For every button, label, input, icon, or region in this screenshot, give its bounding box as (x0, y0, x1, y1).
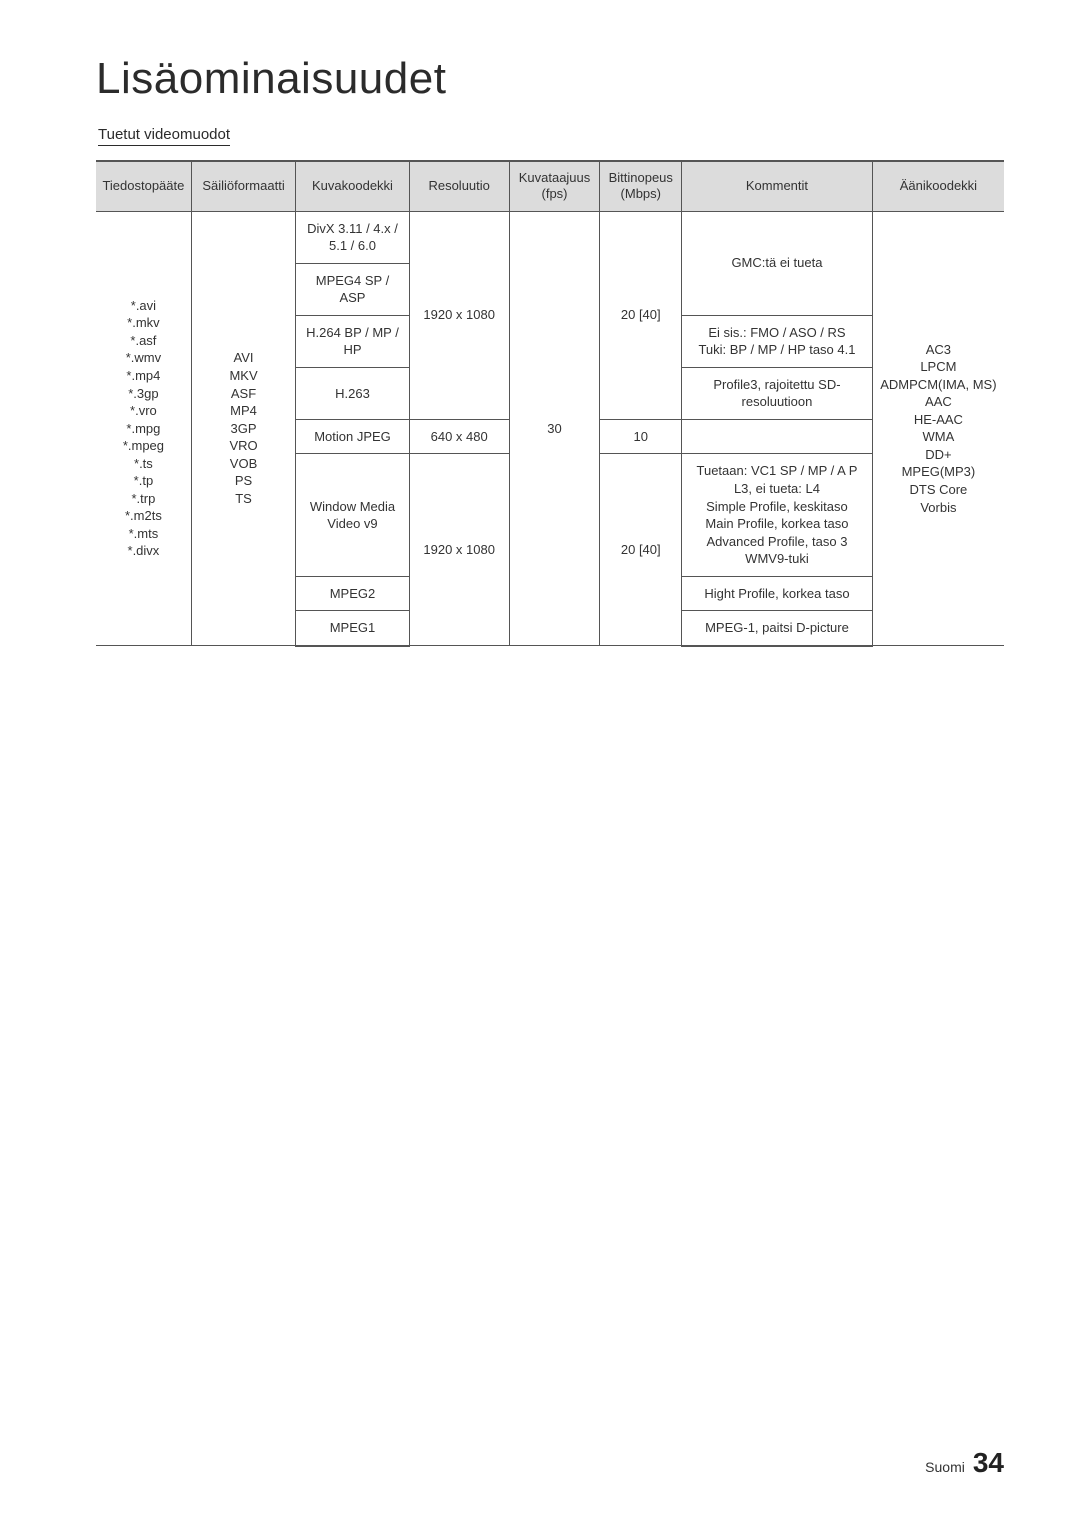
cell-vcodec-divx: DivX 3.11 / 4.x / 5.1 / 6.0 (296, 211, 410, 263)
cell-comment-mpeg2: Hight Profile, korkea taso (682, 576, 873, 611)
cell-ext-list: *.avi *.mkv *.asf *.wmv *.mp4 *.3gp *.vr… (96, 211, 191, 646)
cell-fps-30: 30 (509, 211, 600, 646)
video-format-table: Tiedostopääte Säiliöformaatti Kuvakoodek… (96, 160, 1004, 647)
cell-comment-wmv: Tuetaan: VC1 SP / MP / A P L3, ei tueta:… (682, 454, 873, 576)
page-title: Lisäominaisuudet (96, 54, 1004, 104)
cell-vcodec-wmv: Window Media Video v9 (296, 454, 410, 576)
table-header-row: Tiedostopääte Säiliöformaatti Kuvakoodek… (96, 161, 1004, 211)
cell-res-640: 640 x 480 (409, 419, 509, 454)
cell-res-1920: 1920 x 1080 (409, 211, 509, 419)
cell-vcodec-h263: H.263 (296, 367, 410, 419)
th-fps: Kuvataajuus (fps) (509, 161, 600, 211)
cell-comment-gmc: GMC:tä ei tueta (682, 211, 873, 315)
th-resolution: Resoluutio (409, 161, 509, 211)
table-row: *.avi *.mkv *.asf *.wmv *.mp4 *.3gp *.vr… (96, 211, 1004, 263)
cell-container-list: AVI MKV ASF MP4 3GP VRO VOB PS TS (191, 211, 295, 646)
footer-language: Suomi (925, 1459, 965, 1475)
th-bitrate: Bittinopeus (Mbps) (600, 161, 682, 211)
cell-comment-263: Profile3, rajoitettu SD-resoluutioon (682, 367, 873, 419)
sub-title: Tuetut videomuodot (98, 126, 230, 146)
cell-vcodec-mpeg4sp: MPEG4 SP / ASP (296, 263, 410, 315)
sub-title-wrap: Tuetut videomuodot (96, 126, 1004, 160)
th-vcodec: Kuvakoodekki (296, 161, 410, 211)
cell-vcodec-mjpeg: Motion JPEG (296, 419, 410, 454)
footer-page-number: 34 (973, 1447, 1004, 1479)
cell-comment-mpeg1: MPEG-1, paitsi D-picture (682, 611, 873, 646)
cell-acodec-list: AC3 LPCM ADMPCM(IMA, MS) AAC HE-AAC WMA … (872, 211, 1004, 646)
cell-vcodec-h264: H.264 BP / MP / HP (296, 315, 410, 367)
cell-bitrate-20b: 20 [40] (600, 454, 682, 646)
th-acodec: Äänikoodekki (872, 161, 1004, 211)
cell-bitrate-10: 10 (600, 419, 682, 454)
th-container: Säiliöformaatti (191, 161, 295, 211)
cell-res-1920b: 1920 x 1080 (409, 454, 509, 646)
cell-comment-264: Ei sis.: FMO / ASO / RS Tuki: BP / MP / … (682, 315, 873, 367)
page: Lisäominaisuudet Tuetut videomuodot Tied… (0, 0, 1080, 647)
cell-bitrate-20a: 20 [40] (600, 211, 682, 419)
page-footer: Suomi 34 (925, 1447, 1004, 1479)
cell-vcodec-mpeg1: MPEG1 (296, 611, 410, 646)
cell-vcodec-mpeg2: MPEG2 (296, 576, 410, 611)
th-comment: Kommentit (682, 161, 873, 211)
cell-comment-mjpeg (682, 419, 873, 454)
th-ext: Tiedostopääte (96, 161, 191, 211)
